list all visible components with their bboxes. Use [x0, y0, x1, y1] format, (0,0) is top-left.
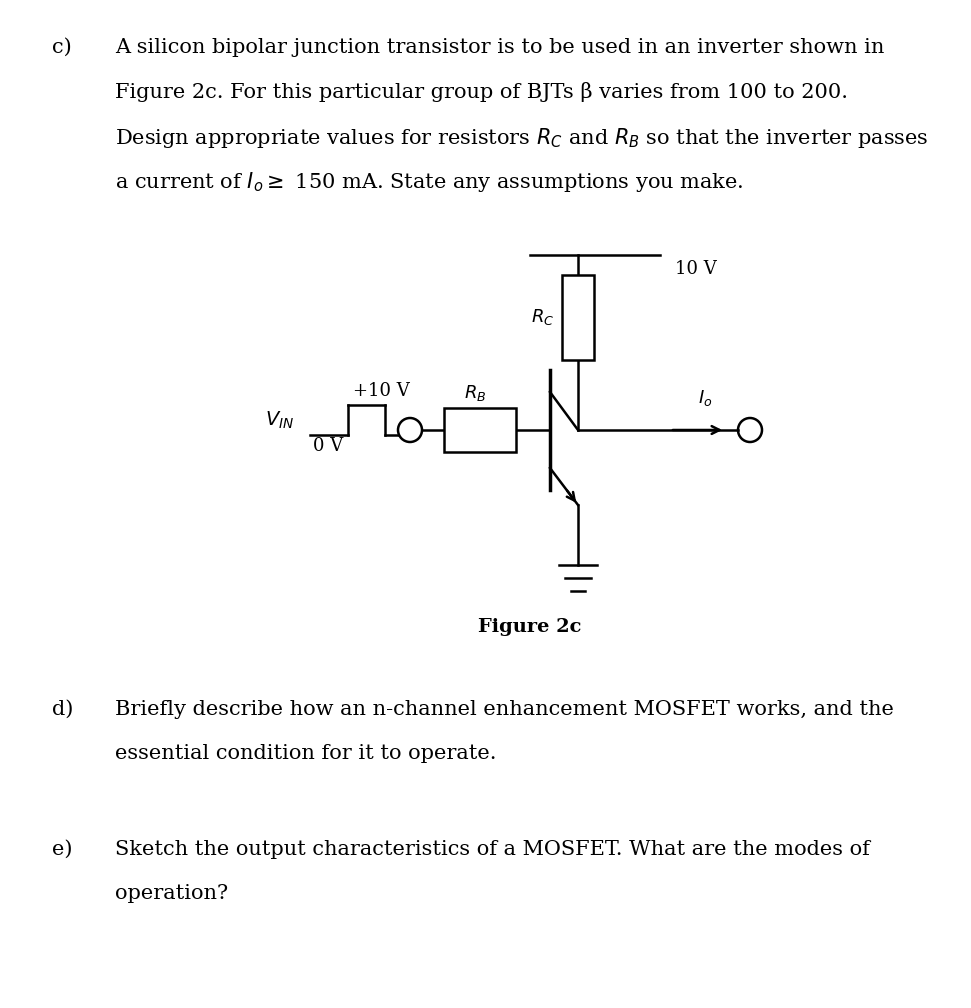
Text: +10 V: +10 V: [353, 382, 410, 400]
Text: $R_C$: $R_C$: [531, 307, 554, 327]
Text: $I_o$: $I_o$: [698, 388, 712, 408]
Text: 10 V: 10 V: [675, 260, 717, 278]
Text: $R_B$: $R_B$: [464, 383, 486, 403]
Text: essential condition for it to operate.: essential condition for it to operate.: [115, 744, 496, 763]
Text: c): c): [52, 38, 72, 57]
Text: Design appropriate values for resistors $R_C$ and $R_B$ so that the inverter pas: Design appropriate values for resistors …: [115, 126, 928, 150]
Text: operation?: operation?: [115, 884, 228, 903]
Text: Figure 2c: Figure 2c: [479, 618, 582, 636]
Text: d): d): [52, 700, 74, 719]
Text: 0 V: 0 V: [313, 437, 343, 455]
Text: a current of $I_o \geq$ 150 mA. State any assumptions you make.: a current of $I_o \geq$ 150 mA. State an…: [115, 170, 744, 194]
Text: $V_{IN}$: $V_{IN}$: [265, 409, 294, 430]
Text: Briefly describe how an n-channel enhancement MOSFET works, and the: Briefly describe how an n-channel enhanc…: [115, 700, 894, 719]
Bar: [562, 275, 594, 360]
Text: Sketch the output characteristics of a MOSFET. What are the modes of: Sketch the output characteristics of a M…: [115, 840, 870, 859]
Text: A silicon bipolar junction transistor is to be used in an inverter shown in: A silicon bipolar junction transistor is…: [115, 38, 885, 57]
Bar: [444, 408, 516, 452]
Text: e): e): [52, 840, 73, 859]
Text: Figure 2c. For this particular group of BJTs β varies from 100 to 200.: Figure 2c. For this particular group of …: [115, 82, 848, 102]
